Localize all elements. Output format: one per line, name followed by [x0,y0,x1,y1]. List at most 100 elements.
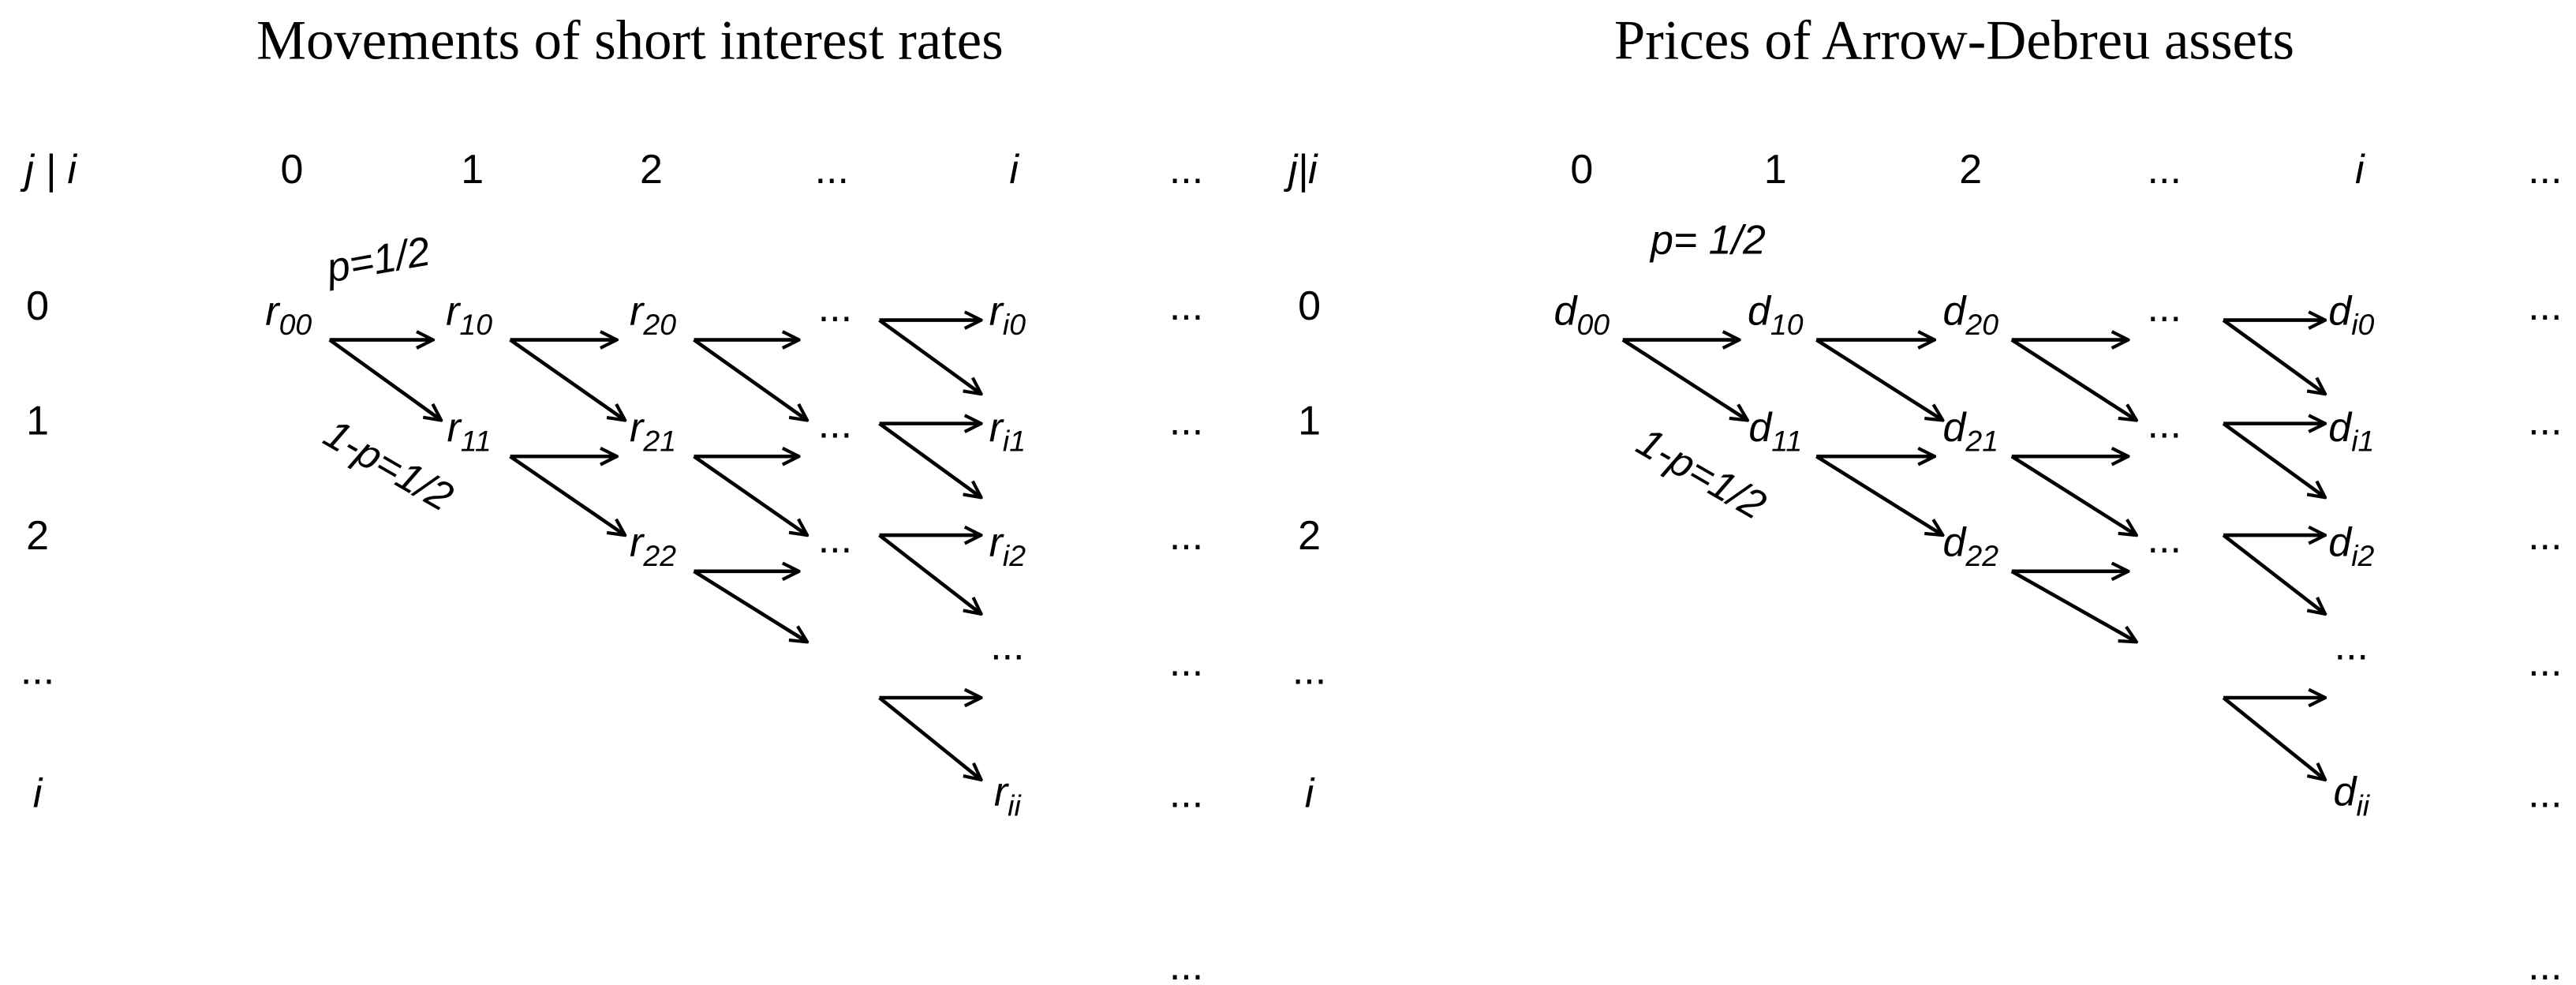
arrow [2010,455,2137,535]
row-label: ... [1292,648,1326,694]
arrow [1815,455,1942,535]
row-label: 0 [1298,283,1321,329]
node-subscript: 11 [461,424,492,457]
node-subscript: 00 [279,308,312,341]
node-symbol: d [1943,519,1968,565]
row-label: ... [21,648,54,694]
node-symbol: d [2328,519,2353,565]
node-subscript: 20 [1965,308,1998,341]
panel: Movements of short interest rates j | i 0 1… [20,9,1203,985]
node-symbol: d [2328,288,2353,334]
arrow [2222,421,2325,498]
ellipsis: ... [1169,513,1203,559]
node-label: di0 [2328,288,2374,341]
node-symbol: r [630,288,645,334]
node-symbol: r [630,519,645,565]
prob-down: 1-p=1/2 [316,410,461,520]
node-label: rii [994,769,1023,822]
node-subscript: 21 [1965,424,1998,457]
node-subscript: i2 [1003,539,1026,572]
node-label: di1 [2328,405,2374,458]
node-symbol: r [447,405,462,451]
node-label: ri1 [989,405,1026,458]
node-symbol: r [989,288,1005,334]
ellipsis: ... [2528,283,2562,329]
row-label: 1 [1298,398,1321,444]
corner-label: j|i [1284,147,1318,193]
ellipsis: ... [818,285,852,331]
node-symbol: d [1748,288,1772,334]
arrow [328,338,441,421]
node-subscript: i2 [2351,539,2374,572]
node-label: d22 [1943,519,1999,572]
arrow [1815,338,1942,421]
arrow [2222,696,2325,780]
node-symbol: d [2328,405,2353,451]
node-symbol: r [630,405,645,451]
node-label: d11 [1748,405,1802,458]
column-header: ... [1169,147,1203,193]
node-subscript: 21 [642,424,676,457]
node-symbol: r [994,769,1010,815]
arrow [693,455,808,535]
ellipsis: ... [1169,283,1203,329]
node-subscript: ii [1008,788,1022,822]
node-subscript: i0 [2351,308,2374,341]
node-label: r11 [447,405,491,458]
prob-up: p= 1/2 [1649,218,1766,264]
ellipsis: ... [2148,516,2182,562]
node-subscript: 11 [1771,424,1802,457]
row-label: 1 [26,398,49,444]
column-header: i [1009,147,1019,193]
column-header: 2 [1959,147,1982,193]
ellipsis: ... [2148,285,2182,331]
node-label: dii [2334,769,2371,822]
ellipsis: ... [1169,771,1203,817]
arrow [878,534,981,614]
ellipsis: ... [1169,943,1203,985]
node-subscript: i0 [1003,308,1026,341]
arrow [693,569,808,642]
row-label: 2 [1298,513,1321,559]
arrow [693,338,808,421]
panel-title: Prices of Arrow-Debreu assets [1614,9,2294,71]
node-subscript: 22 [1965,539,1998,572]
arrow [509,455,626,535]
node-subscript: ii [2356,788,2370,822]
node-symbol: r [989,519,1005,565]
node-label: r21 [630,405,676,458]
row-label: 2 [26,513,49,559]
node-label: r10 [446,288,492,341]
column-header: 0 [280,147,303,193]
arrow [2010,569,2137,642]
node-label: r00 [265,288,312,341]
ellipsis: ... [2528,771,2562,817]
arrow [2010,338,2137,421]
ellipsis: ... [2528,639,2562,685]
column-header: ... [815,147,849,193]
node-subscript: 00 [1576,308,1610,341]
arrow [509,338,626,421]
row-label: i [33,771,43,817]
node-subscript: 10 [459,308,492,341]
ellipsis: ... [818,516,852,562]
node-label: d00 [1554,288,1610,341]
ellipsis: ... [990,623,1024,669]
ellipsis: ... [1169,398,1203,444]
node-label: ri0 [989,288,1026,341]
node-symbol: d [1554,288,1579,334]
ellipsis: ... [1169,639,1203,685]
ellipsis: ... [2148,402,2182,448]
node-symbol: d [1943,405,1968,451]
prob-up: p=1/2 [322,229,434,292]
arrow [2222,534,2325,614]
node-subscript: i1 [2351,424,2374,457]
column-header: 1 [461,147,484,193]
node-subscript: 20 [642,308,676,341]
node-subscript: 10 [1770,308,1804,341]
node-label: r22 [630,519,676,572]
row-label: i [1305,771,1315,817]
ellipsis: ... [2528,943,2562,985]
node-symbol: d [1748,405,1773,451]
